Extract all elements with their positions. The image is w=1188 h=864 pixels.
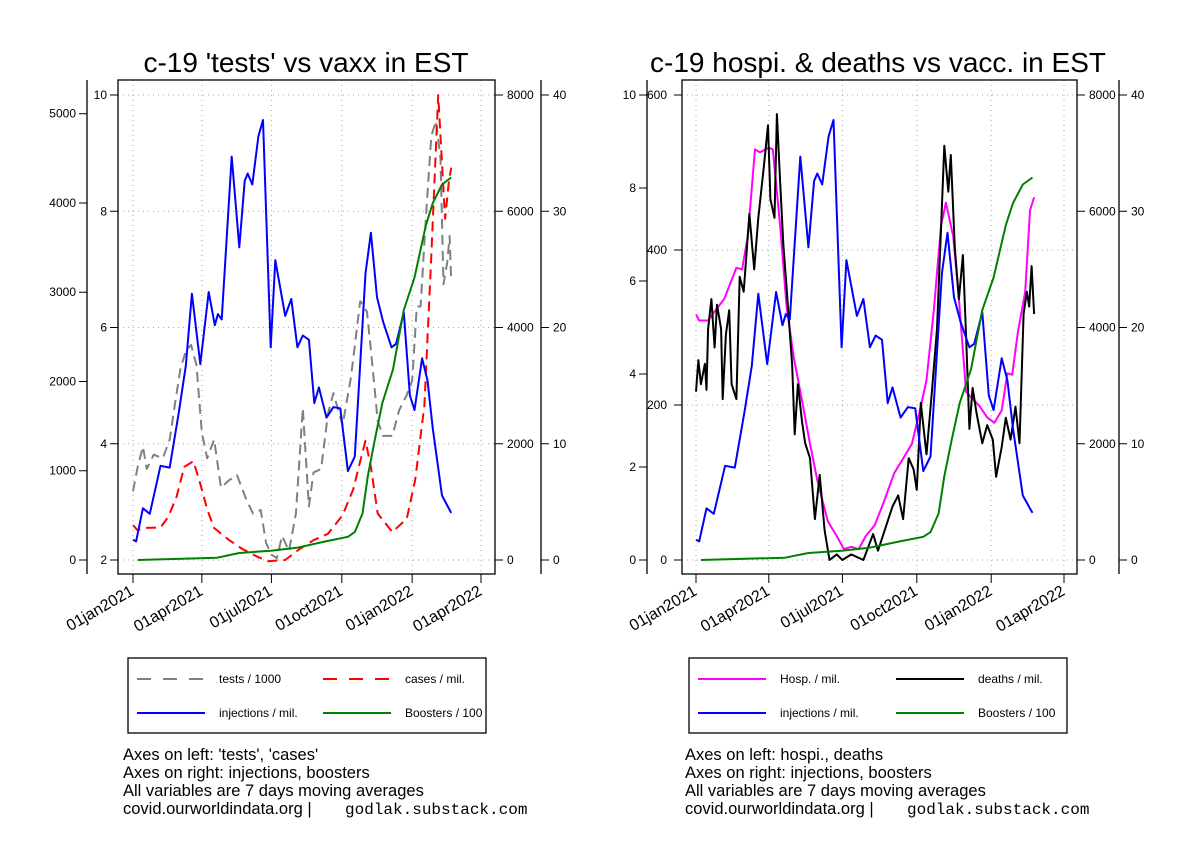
x-tick-label: 01jul2021	[778, 583, 847, 632]
legend-label: injections / mil.	[780, 706, 859, 720]
y-tick-label: 3000	[49, 285, 76, 299]
series-line-deaths-mil	[695, 113, 1036, 561]
y-tick-label: 0	[1089, 553, 1096, 567]
y-tick-label: 0	[553, 553, 560, 567]
x-tick-label: 01jan2022	[922, 583, 995, 635]
note-line: Axes on left: 'tests', 'cases'	[123, 746, 318, 764]
y-tick-label: 6000	[1089, 204, 1116, 218]
legend-label: Hosp. / mil.	[780, 672, 840, 686]
x-tick-label: 01jul2021	[207, 583, 276, 632]
note-line: covid.ourworldindata.org |	[685, 800, 874, 818]
y-tick-label: 8	[100, 204, 107, 218]
legend-label: deaths / mil.	[978, 672, 1043, 686]
y-tick-label: 10	[94, 88, 108, 102]
x-tick-label: 01jan2021	[627, 583, 700, 635]
y-tick-label: 2000	[507, 437, 534, 451]
series-line-injections-mil	[132, 119, 453, 543]
x-tick-label: 01apr2022	[410, 583, 485, 636]
y-tick-label: 6	[100, 321, 107, 335]
y-tick-label: 600	[647, 88, 667, 102]
y-tick-label: 0	[660, 553, 667, 567]
y-tick-label: 10	[1131, 437, 1145, 451]
y-tick-label: 6000	[507, 204, 534, 218]
y-tick-label: 2	[100, 553, 107, 567]
y-tick-label: 8000	[507, 88, 534, 102]
series-line-hosp-mil	[695, 146, 1036, 551]
y-tick-label: 30	[553, 204, 567, 218]
x-tick-label: 01jan2021	[64, 583, 137, 635]
y-tick-label: 10	[553, 437, 567, 451]
legend-label: Boosters / 100	[978, 706, 1056, 720]
y-tick-label: 40	[1131, 88, 1145, 102]
chart-2: c-19 hospi. & deaths vs vacc. in EST 0 2 4 6…	[623, 47, 1145, 819]
chart-title: c-19 hospi. & deaths vs vacc. in EST	[650, 47, 1106, 78]
note-line: Axes on left: hospi., deaths	[685, 746, 883, 764]
y-tick-label: 8000	[1089, 88, 1116, 102]
x-tick-label: 01oct2021	[273, 583, 346, 635]
credit-text: godlak.substack.com	[907, 801, 1089, 819]
legend-box	[127, 657, 487, 734]
credit-text: godlak.substack.com	[345, 801, 527, 819]
y-tick-label: 2000	[49, 374, 76, 388]
y-tick-label: 0	[507, 553, 514, 567]
legend: tests / 1000 cases / mil. injections / mil…	[127, 657, 487, 734]
y-tick-label: 4000	[49, 196, 76, 210]
x-tick-label: 01jan2022	[343, 583, 416, 635]
y-tick-label: 6	[629, 274, 636, 288]
note-line: All variables are 7 days moving averages	[123, 782, 424, 800]
y-tick-label: 10	[623, 88, 637, 102]
y-tick-label: 400	[647, 243, 667, 257]
y-tick-label: 2000	[1089, 437, 1116, 451]
plot-frame	[681, 79, 1078, 575]
series-line-cases-mil	[132, 94, 453, 563]
y-tick-label: 0	[629, 553, 636, 567]
x-tick-label: 01apr2021	[698, 583, 773, 636]
y-tick-label: 20	[1131, 321, 1145, 335]
note-line: Axes on right: injections, boosters	[685, 764, 932, 782]
y-tick-label: 4000	[507, 321, 534, 335]
y-tick-label: 30	[1131, 204, 1145, 218]
y-tick-label: 40	[553, 88, 567, 102]
y-tick-label: 20	[553, 321, 567, 335]
x-tick-label: 01apr2022	[993, 583, 1068, 636]
y-tick-label: 4	[629, 367, 636, 381]
y-tick-label: 4000	[1089, 321, 1116, 335]
y-tick-label: 5000	[49, 107, 76, 121]
note-line: covid.ourworldindata.org |	[123, 800, 312, 818]
series-line-boosters	[700, 176, 1034, 561]
legend: Hosp. / mil. deaths / mil. injections / mi…	[688, 657, 1068, 734]
y-tick-label: 8	[629, 181, 636, 195]
note-line: Axes on right: injections, boosters	[123, 764, 370, 782]
legend-box	[688, 657, 1068, 734]
series-line-tests	[132, 119, 453, 560]
x-tick-label: 01apr2021	[131, 583, 206, 636]
y-tick-label: 200	[647, 398, 667, 412]
y-tick-label: 0	[1131, 553, 1138, 567]
chart-title: c-19 'tests' vs vaxx in EST	[143, 47, 468, 78]
y-tick-label: 1000	[49, 464, 76, 478]
legend-label: cases / mil.	[405, 672, 465, 686]
series-line-injections-mil	[695, 119, 1034, 543]
legend-label: injections / mil.	[219, 706, 298, 720]
note-line: All variables are 7 days moving averages	[685, 782, 986, 800]
chart-1: c-19 'tests' vs vaxx in EST0100020003000…	[49, 47, 566, 819]
legend-label: tests / 1000	[219, 672, 281, 686]
y-tick-label: 4	[100, 437, 107, 451]
series-line-boosters	[137, 176, 452, 561]
y-tick-label: 2	[629, 460, 636, 474]
y-tick-label: 0	[69, 553, 76, 567]
legend-label: Boosters / 100	[405, 706, 483, 720]
x-tick-label: 01oct2021	[848, 583, 921, 635]
